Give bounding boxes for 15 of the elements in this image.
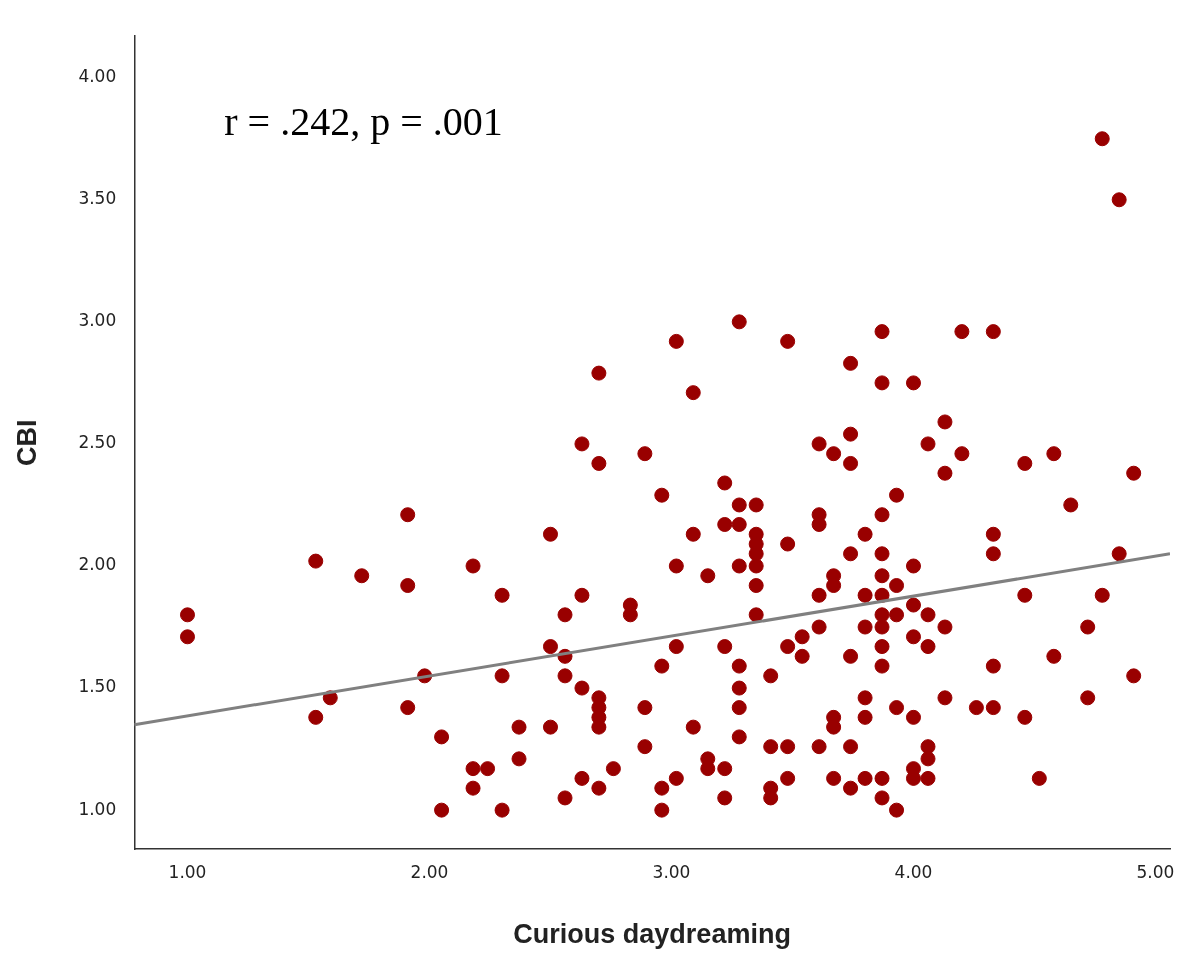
y-tick-label: 1.00 bbox=[78, 798, 117, 819]
x-axis-title: Curious daydreaming bbox=[513, 919, 791, 950]
annotation: r = .242, p = .001 bbox=[224, 98, 503, 144]
x-tick-label: 4.00 bbox=[894, 861, 933, 882]
y-tick-label: 4.00 bbox=[78, 66, 117, 87]
y-tick-label: 3.00 bbox=[78, 310, 117, 331]
x-tick-label: 2.00 bbox=[410, 861, 449, 882]
y-tick-label: 1.50 bbox=[78, 676, 117, 697]
y-tick-label: 3.50 bbox=[78, 188, 117, 209]
x-tick-label: 5.00 bbox=[1136, 861, 1175, 882]
y-tick-label: 2.00 bbox=[78, 554, 117, 575]
y-axis-title: CBI bbox=[11, 419, 42, 466]
x-tick-label: 1.00 bbox=[168, 861, 207, 882]
x-tick-label: 3.00 bbox=[652, 861, 691, 882]
y-tick-label: 2.50 bbox=[78, 432, 117, 453]
